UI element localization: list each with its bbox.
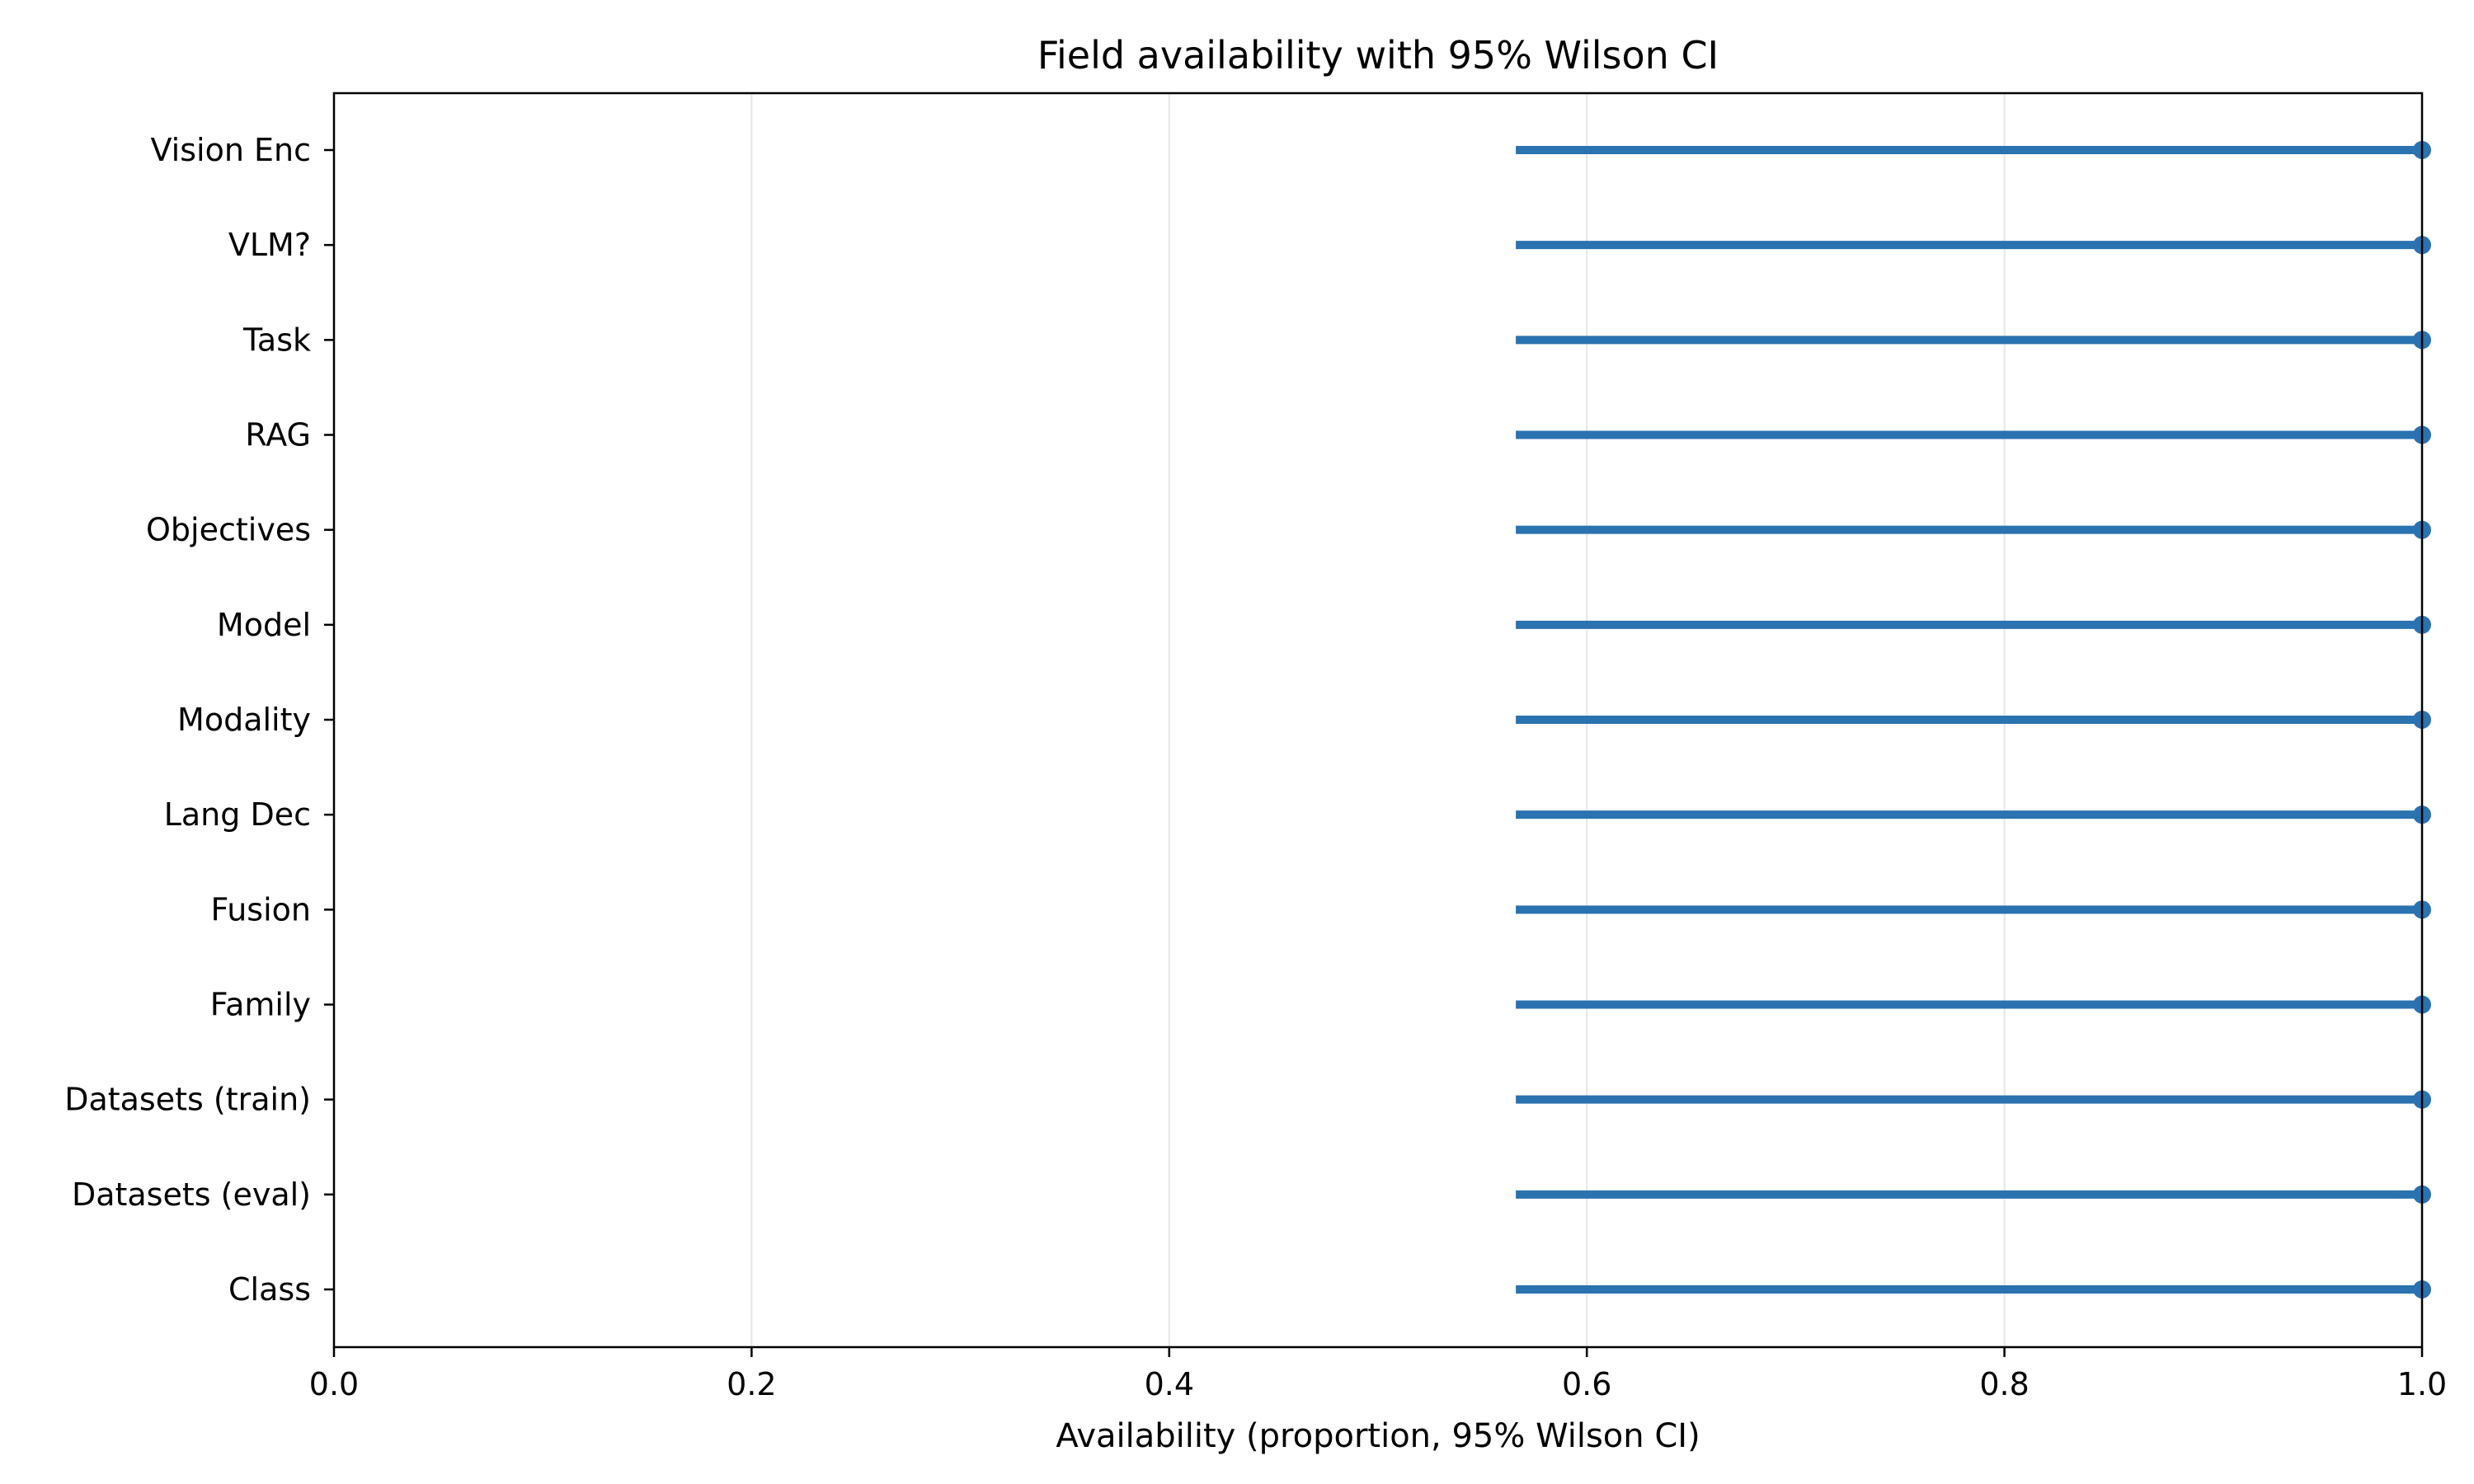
- x-tick-label: 0.0: [309, 1366, 359, 1402]
- y-axis: Vision Enc VLM? Task RAG Objectives Model Moda…: [64, 132, 334, 1308]
- y-tick-label: Datasets (train): [64, 1082, 311, 1118]
- x-tick-label: 0.4: [1145, 1366, 1194, 1402]
- y-tick-label: Model: [217, 607, 311, 643]
- x-tick-label: 0.6: [1562, 1366, 1611, 1402]
- x-axis: 0.0 0.2 0.4 0.6 0.8 1.0: [309, 1347, 2447, 1402]
- x-tick-label: 0.2: [727, 1366, 776, 1402]
- y-tick-label: VLM?: [228, 227, 311, 263]
- y-tick-label: Family: [210, 987, 311, 1023]
- y-tick-label: Objectives: [146, 512, 311, 548]
- y-tick-label: RAG: [245, 417, 311, 453]
- y-tick-label: Fusion: [210, 891, 311, 928]
- y-tick-label: Lang Dec: [164, 796, 311, 833]
- chart-title: Field availability with 95% Wilson CI: [1037, 33, 1719, 77]
- x-tick-label: 0.8: [1979, 1366, 2029, 1402]
- y-tick-label: Task: [242, 322, 311, 358]
- x-tick-label: 1.0: [2397, 1366, 2447, 1402]
- y-tick-label: Modality: [177, 702, 311, 738]
- y-tick-label: Datasets (eval): [72, 1176, 311, 1213]
- x-axis-title: Availability (proportion, 95% Wilson CI): [1056, 1417, 1700, 1455]
- y-tick-label: Vision Enc: [151, 132, 311, 168]
- y-tick-label: Class: [228, 1271, 311, 1308]
